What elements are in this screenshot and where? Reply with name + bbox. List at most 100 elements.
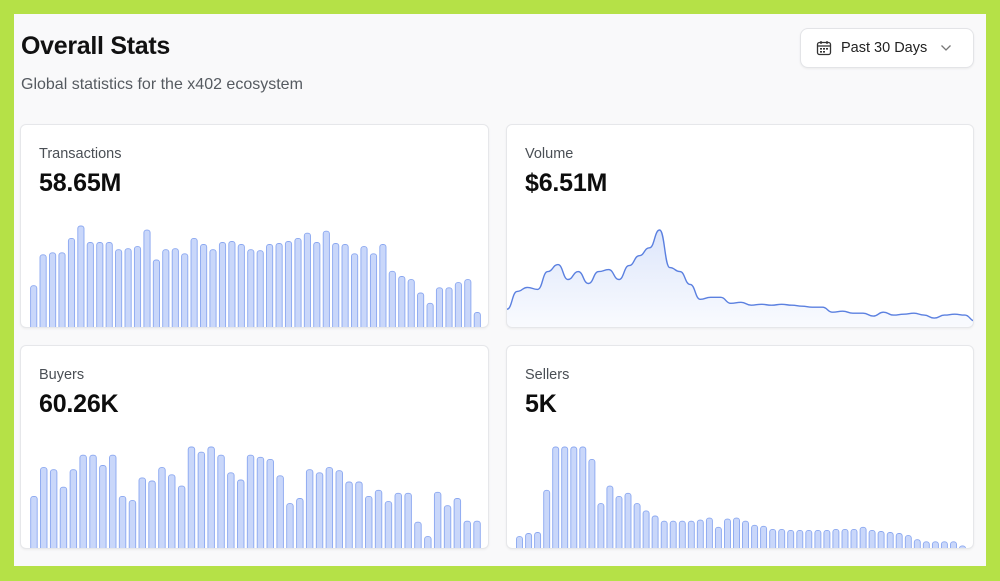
chart-bar (303, 232, 311, 327)
chart-bar (322, 230, 330, 327)
chart-bar (742, 520, 749, 548)
calendar-icon (816, 41, 832, 56)
chart-bar (624, 492, 632, 548)
stats-page: Overall Stats Global statistics for the … (14, 14, 986, 566)
chart-bar (109, 454, 117, 548)
card-value: 60.26K (39, 390, 119, 418)
chart-bar (859, 526, 867, 548)
chart-bar (105, 242, 113, 327)
chart-bar (473, 520, 481, 548)
chart-bar (850, 528, 858, 548)
chart-bar (463, 520, 471, 548)
chart-bar (404, 492, 412, 548)
chart-bar (696, 519, 704, 548)
transactions-chart (30, 225, 481, 327)
chart-bar (39, 254, 47, 327)
chart-bar (525, 533, 533, 548)
chart-bar (426, 302, 434, 327)
chart-bar (841, 528, 849, 548)
chart-bar (86, 242, 94, 327)
chart-bar (895, 533, 903, 548)
chart-bar (181, 253, 189, 327)
card-label: Transactions (39, 146, 122, 162)
chart-bar (424, 536, 432, 548)
chart-bar (99, 465, 107, 548)
chart-bar (49, 469, 58, 548)
sellers-card: Sellers 5K (506, 345, 974, 549)
chart-bar (751, 524, 759, 548)
chart-bar (313, 242, 321, 327)
chart-bar (443, 505, 452, 548)
chart-bar (315, 472, 324, 548)
chart-bar (217, 454, 225, 548)
chart-bar (284, 241, 293, 327)
chart-bar (588, 458, 596, 548)
chart-bar (769, 528, 777, 548)
chart-bar (152, 259, 160, 327)
chart-bar (534, 532, 542, 548)
chart-bar (615, 495, 623, 548)
chart-bar (360, 246, 368, 327)
chart-bar (714, 526, 722, 548)
chart-bar (724, 518, 731, 548)
chart-bar (379, 244, 387, 327)
page-title: Overall Stats (21, 32, 170, 60)
chart-bar (660, 520, 668, 548)
chart-bar (266, 458, 274, 548)
chart-bar (464, 279, 472, 327)
chart-bar (305, 469, 314, 548)
page-subtitle: Global statistics for the x402 ecosystem (21, 76, 303, 93)
chart-bar (247, 249, 255, 327)
card-label: Volume (525, 146, 574, 162)
chart-bar (516, 536, 523, 548)
chart-bar (148, 480, 156, 548)
chart-bar (187, 446, 196, 548)
chart-bar (124, 248, 132, 327)
chart-bar (868, 529, 876, 548)
chart-bar (69, 469, 78, 548)
chart-bar (687, 520, 695, 548)
chart-bar (133, 246, 142, 327)
chart-bar (705, 517, 713, 548)
chart-bar (950, 541, 957, 548)
chart-bar (678, 520, 686, 548)
date-range-dropdown[interactable]: Past 30 Days (800, 28, 974, 68)
chart-bar (96, 242, 104, 327)
chart-bar (454, 282, 462, 327)
card-value: 5K (525, 390, 557, 418)
buyers-card: Buyers 60.26K (20, 345, 489, 549)
chart-area (507, 230, 973, 327)
chart-bar (115, 249, 123, 327)
chart-bar (58, 252, 66, 327)
chart-bar (669, 520, 677, 548)
chart-line (507, 229, 973, 322)
chart-bar (407, 279, 415, 327)
chart-bar (246, 454, 255, 548)
chart-bar (597, 503, 605, 548)
chart-bar (276, 475, 284, 548)
chart-bar (473, 312, 481, 327)
chart-bar (40, 467, 48, 548)
chart-bar (570, 446, 578, 548)
chart-bar (345, 481, 353, 548)
chart-bar (445, 287, 453, 327)
transactions-card: Transactions 58.65M (20, 124, 489, 328)
card-label: Sellers (525, 367, 570, 383)
chart-bar (266, 244, 274, 327)
chart-bar (355, 481, 363, 548)
chart-bar (256, 456, 265, 548)
chart-bar (190, 237, 198, 327)
chart-bar (543, 489, 551, 548)
chart-bar (886, 532, 894, 548)
chart-bar (633, 503, 641, 548)
chart-bar (228, 241, 236, 327)
chart-bar (177, 485, 186, 548)
chart-bar (77, 225, 85, 327)
chart-bar (778, 528, 786, 548)
chart-bar (138, 477, 146, 548)
chart-bar (913, 539, 921, 548)
card-value: $6.51M (525, 169, 608, 197)
chart-bar (394, 492, 402, 548)
date-range-label: Past 30 Days (841, 40, 928, 56)
chart-bar (294, 237, 302, 327)
